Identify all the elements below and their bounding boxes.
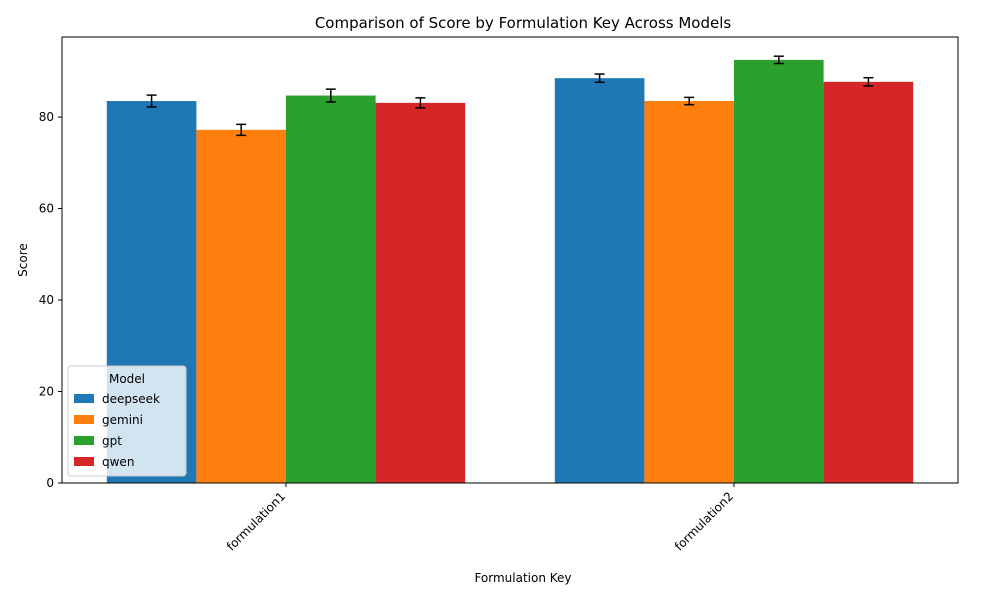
bar-qwen-formulation1 bbox=[375, 102, 466, 484]
x-tick-label-formulation2: formulation2 bbox=[672, 489, 736, 553]
legend-title: Model bbox=[109, 372, 145, 386]
y-tick-label-80: 80 bbox=[39, 110, 54, 124]
y-tick-label-20: 20 bbox=[39, 385, 54, 399]
bar-gemini-formulation2 bbox=[644, 101, 734, 484]
y-axis-label: Score bbox=[16, 243, 30, 277]
legend-label-qwen: qwen bbox=[102, 455, 134, 469]
legend-swatch-qwen bbox=[74, 457, 94, 466]
y-tick-label-40: 40 bbox=[39, 293, 54, 307]
legend-label-gemini: gemini bbox=[102, 413, 143, 427]
x-tick-label-formulation1: formulation1 bbox=[224, 489, 288, 553]
bar-deepseek-formulation2 bbox=[554, 78, 645, 484]
legend-label-gpt: gpt bbox=[102, 434, 122, 448]
bar-qwen-formulation2 bbox=[823, 81, 914, 483]
legend-box bbox=[67, 365, 187, 477]
bar-gemini-formulation1 bbox=[196, 129, 286, 483]
y-tick-label-0: 0 bbox=[46, 476, 54, 490]
bar-gpt-formulation2 bbox=[734, 59, 824, 483]
chart-title: Comparison of Score by Formulation Key A… bbox=[315, 14, 732, 32]
legend-label-deepseek: deepseek bbox=[102, 392, 160, 406]
x-axis-label: Formulation Key bbox=[474, 571, 571, 585]
plot-frame bbox=[61, 36, 959, 484]
plot-area: 0 20 40 60 80 formulation1 formulation2 bbox=[39, 36, 959, 554]
legend-swatch-gpt bbox=[74, 436, 94, 445]
legend-swatch-deepseek bbox=[74, 394, 94, 403]
bar-gpt-formulation1 bbox=[286, 95, 376, 484]
y-tick-label-60: 60 bbox=[39, 202, 54, 216]
legend-swatch-gemini bbox=[74, 415, 94, 424]
legend: Model deepseek gemini gpt qwen bbox=[67, 365, 187, 477]
